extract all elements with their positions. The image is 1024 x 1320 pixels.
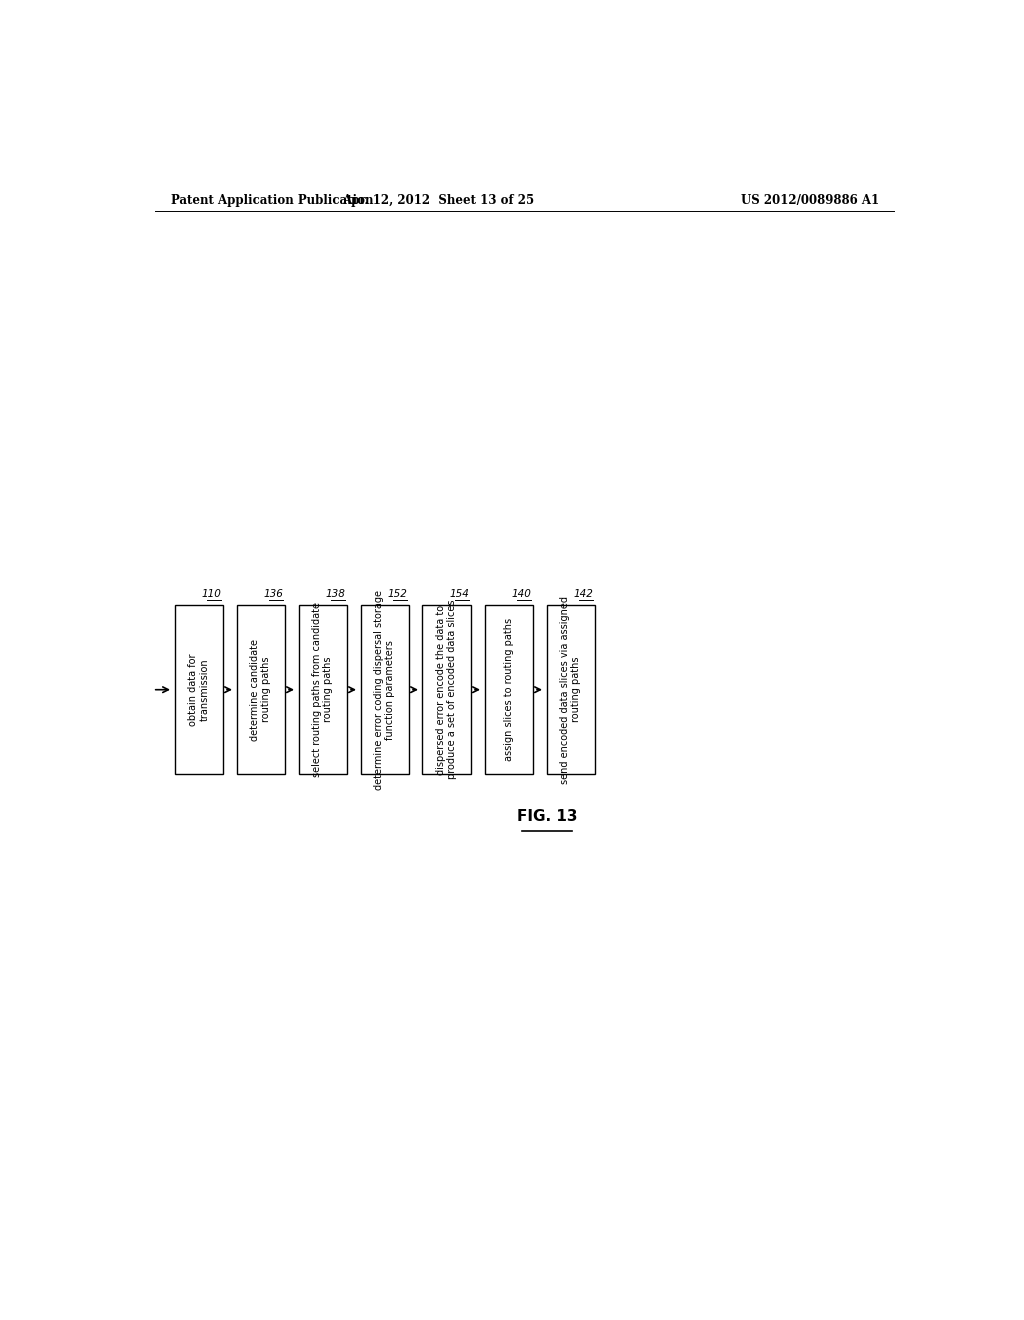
Bar (237, 605, 285, 775)
Text: assign slices to routing paths: assign slices to routing paths (504, 618, 513, 762)
Text: 136: 136 (263, 589, 283, 599)
Bar (174, 605, 222, 775)
Text: 138: 138 (326, 589, 345, 599)
Text: 142: 142 (573, 589, 593, 599)
Text: obtain data for
transmission: obtain data for transmission (187, 653, 209, 726)
Text: send encoded data slices via assigned
routing paths: send encoded data slices via assigned ro… (560, 595, 582, 784)
Bar (299, 605, 346, 775)
Text: 154: 154 (450, 589, 469, 599)
Bar (423, 605, 471, 775)
Text: dispersed error encode the data to
produce a set of encoded data slices: dispersed error encode the data to produ… (436, 601, 458, 779)
Bar (547, 605, 595, 775)
Text: Apr. 12, 2012  Sheet 13 of 25: Apr. 12, 2012 Sheet 13 of 25 (342, 194, 535, 207)
Bar (484, 605, 532, 775)
Text: Patent Application Publication: Patent Application Publication (171, 194, 373, 207)
Text: 110: 110 (201, 589, 221, 599)
Bar (360, 605, 409, 775)
Text: FIG. 13: FIG. 13 (517, 809, 578, 824)
Text: select routing paths from candidate
routing paths: select routing paths from candidate rout… (311, 602, 334, 777)
Text: determine error coding dispersal storage
function parameters: determine error coding dispersal storage… (374, 590, 395, 789)
Text: determine candidate
routing paths: determine candidate routing paths (250, 639, 271, 741)
Text: 140: 140 (511, 589, 531, 599)
Text: US 2012/0089886 A1: US 2012/0089886 A1 (741, 194, 879, 207)
Text: 152: 152 (387, 589, 407, 599)
